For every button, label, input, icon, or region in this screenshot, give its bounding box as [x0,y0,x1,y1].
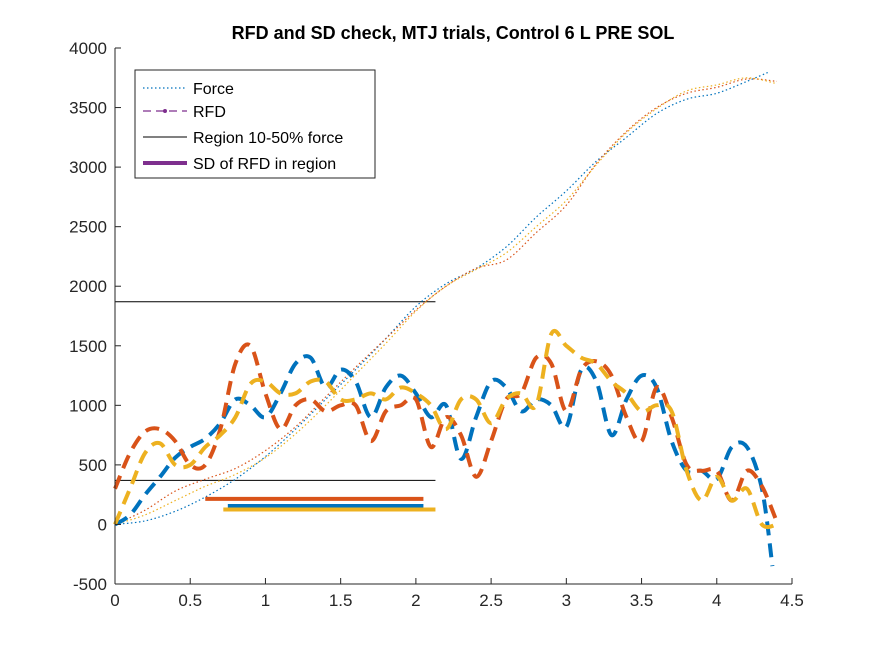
y-tick-label: 500 [79,456,107,475]
x-tick-label: 2.5 [479,591,503,610]
rfd-line [113,342,779,523]
y-tick-label: 4000 [69,39,107,58]
x-tick-label: 1.5 [329,591,353,610]
y-tick-label: 3000 [69,158,107,177]
force-line [114,77,778,525]
axes: 0 0.5 1 1.5 2 2.5 3 3.5 4 4.5-5000500100015002000… [69,39,804,610]
legend-region-label: Region 10-50% force [193,130,343,147]
x-tick-label: 0 [110,591,119,610]
legend-rfd-label: RFD [193,104,226,121]
x-tick-label: 4.5 [780,591,804,610]
x-tick-label: 3 [562,591,571,610]
y-tick-label: 2000 [69,277,107,296]
force-line [114,78,778,525]
force-line [114,71,770,525]
chart-title: RFD and SD check, MTJ trials, Control 6 … [232,23,675,43]
legend-rfd-marker [163,109,167,113]
x-tick-label: 1 [261,591,270,610]
rfd-line [113,328,778,530]
y-tick-label: 2500 [69,218,107,237]
legend-sd-label: SD of RFD in region [193,156,336,173]
legend-force-label: Force [193,81,234,98]
y-tick-label: 1500 [69,337,107,356]
x-tick-label: 0.5 [178,591,202,610]
plot-area [113,71,779,567]
y-tick-label: 1000 [69,396,107,415]
y-tick-label: 3500 [69,99,107,118]
legend: Force RFD Region 10-50% force SD of RFD … [134,69,376,179]
y-tick-label: 0 [98,515,107,534]
y-tick-label: -500 [73,575,107,594]
x-tick-label: 4 [712,591,721,610]
x-tick-label: 3.5 [630,591,654,610]
x-tick-label: 2 [411,591,420,610]
